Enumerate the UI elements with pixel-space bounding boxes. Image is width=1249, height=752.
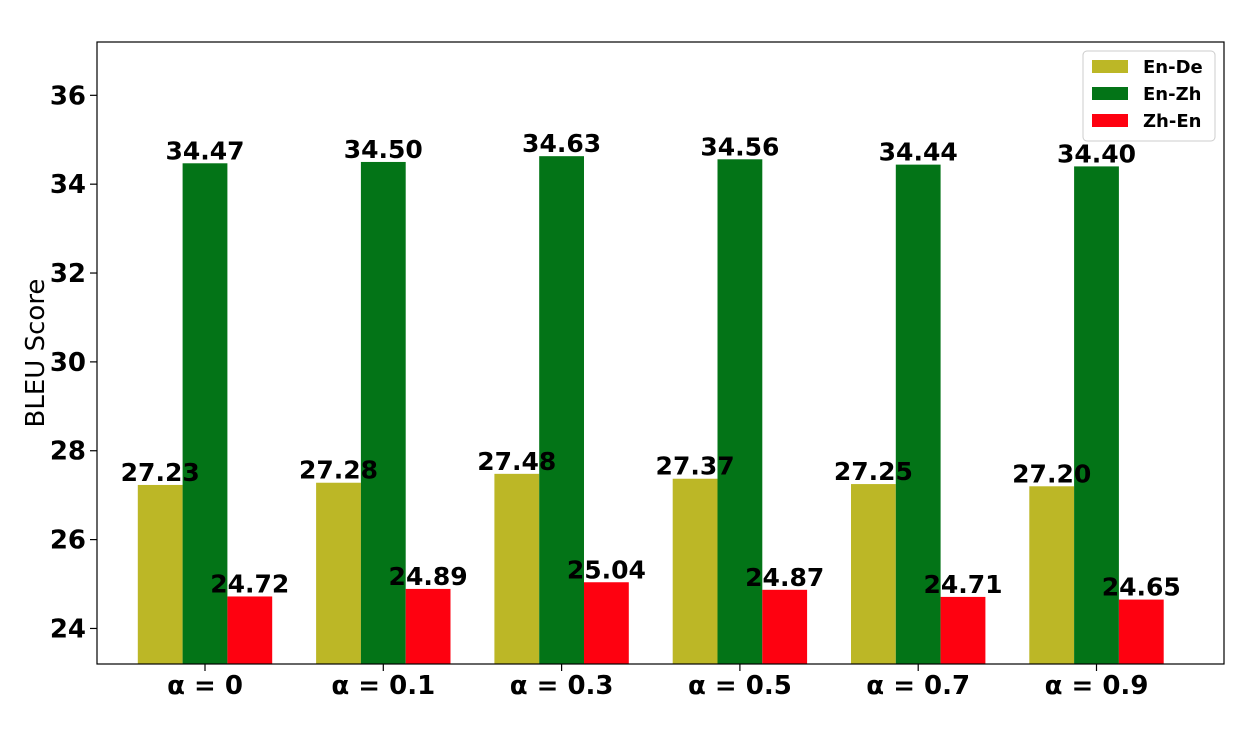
data-label-zh-en-4: 24.71: [923, 570, 1002, 599]
legend-label-en-zh: En-Zh: [1143, 84, 1201, 105]
plot-frame: [96, 41, 1225, 665]
bar-en-de-3: [672, 478, 718, 664]
x-tick-label: α = 0.7: [866, 671, 970, 701]
bar-en-zh-0: [182, 163, 228, 665]
data-label-zh-en-1: 24.89: [389, 562, 468, 591]
legend-swatch-en-de: [1092, 60, 1128, 73]
x-tick-label: α = 0.3: [510, 671, 614, 701]
data-label-en-zh-1: 34.50: [344, 135, 423, 164]
bar-en-zh-1: [360, 161, 406, 664]
data-label-en-de-2: 27.48: [477, 447, 556, 476]
x-tick-label: α = 0.1: [331, 671, 435, 701]
bar-en-de-0: [137, 484, 183, 664]
data-label-en-zh-4: 34.44: [879, 138, 958, 167]
legend-label-en-de: En-De: [1143, 57, 1203, 78]
bar-zh-en-1: [405, 588, 451, 664]
y-tick-label: 26: [50, 526, 86, 556]
legend-label-zh-en: Zh-En: [1143, 111, 1201, 132]
bar-en-zh-2: [539, 156, 584, 664]
y-axis-ticks: 24 26 28 30 32 34 36: [50, 81, 97, 644]
data-label-zh-en-0: 24.72: [210, 569, 289, 598]
data-label-en-zh-5: 34.40: [1057, 139, 1136, 168]
legend-swatch-en-zh: [1092, 87, 1128, 100]
bar-en-zh-5: [1074, 166, 1119, 664]
y-tick-label: 32: [50, 259, 86, 289]
y-tick-label: 34: [50, 170, 86, 200]
data-label-en-de-3: 27.37: [656, 452, 735, 481]
bar-zh-en-5: [1118, 599, 1164, 664]
bar-en-de-4: [851, 484, 896, 664]
bar-en-zh-3: [717, 159, 763, 664]
y-tick-label: 24: [50, 614, 86, 644]
data-label-zh-en-3: 24.87: [745, 563, 824, 592]
bar-zh-en-2: [584, 582, 629, 664]
y-axis-label: BLEU Score: [21, 279, 51, 428]
data-label-en-zh-3: 34.56: [700, 132, 779, 161]
bar-en-de-1: [316, 482, 361, 664]
bar-en-de-5: [1029, 486, 1075, 664]
data-label-en-de-5: 27.20: [1012, 459, 1091, 488]
data-label-en-zh-2: 34.63: [522, 129, 601, 158]
data-label-zh-en-5: 24.65: [1102, 573, 1181, 602]
bar-en-zh-4: [895, 164, 941, 664]
bar-zh-en-0: [227, 596, 273, 664]
bar-zh-en-3: [762, 589, 808, 664]
data-label-en-de-4: 27.25: [834, 457, 913, 486]
bar-en-de-2: [494, 473, 540, 664]
legend: En-De En-Zh Zh-En: [1082, 50, 1216, 142]
data-labels-group: 27.23 34.47 24.72 27.28 34.50 24.89 27.48 34.63…: [121, 129, 1181, 601]
y-tick-label: 36: [50, 81, 86, 111]
data-label-en-zh-0: 34.47: [165, 136, 244, 165]
x-tick-label: α = 0.9: [1045, 671, 1149, 701]
bars-group: [137, 156, 1164, 665]
legend-swatch-zh-en: [1092, 114, 1128, 127]
data-label-en-de-1: 27.28: [299, 456, 378, 485]
y-tick-label: 30: [50, 348, 86, 378]
bar-zh-en-4: [940, 596, 986, 664]
data-label-en-de-0: 27.23: [121, 458, 200, 487]
x-tick-label: α = 0.5: [688, 671, 792, 701]
x-tick-label: α = 0: [167, 671, 243, 701]
x-axis-ticks: α = 0 α = 0.1 α = 0.3 α = 0.5 α = 0.7 α = 0.9: [167, 664, 1148, 701]
data-label-zh-en-2: 25.04: [567, 555, 646, 584]
y-tick-label: 28: [50, 437, 86, 467]
